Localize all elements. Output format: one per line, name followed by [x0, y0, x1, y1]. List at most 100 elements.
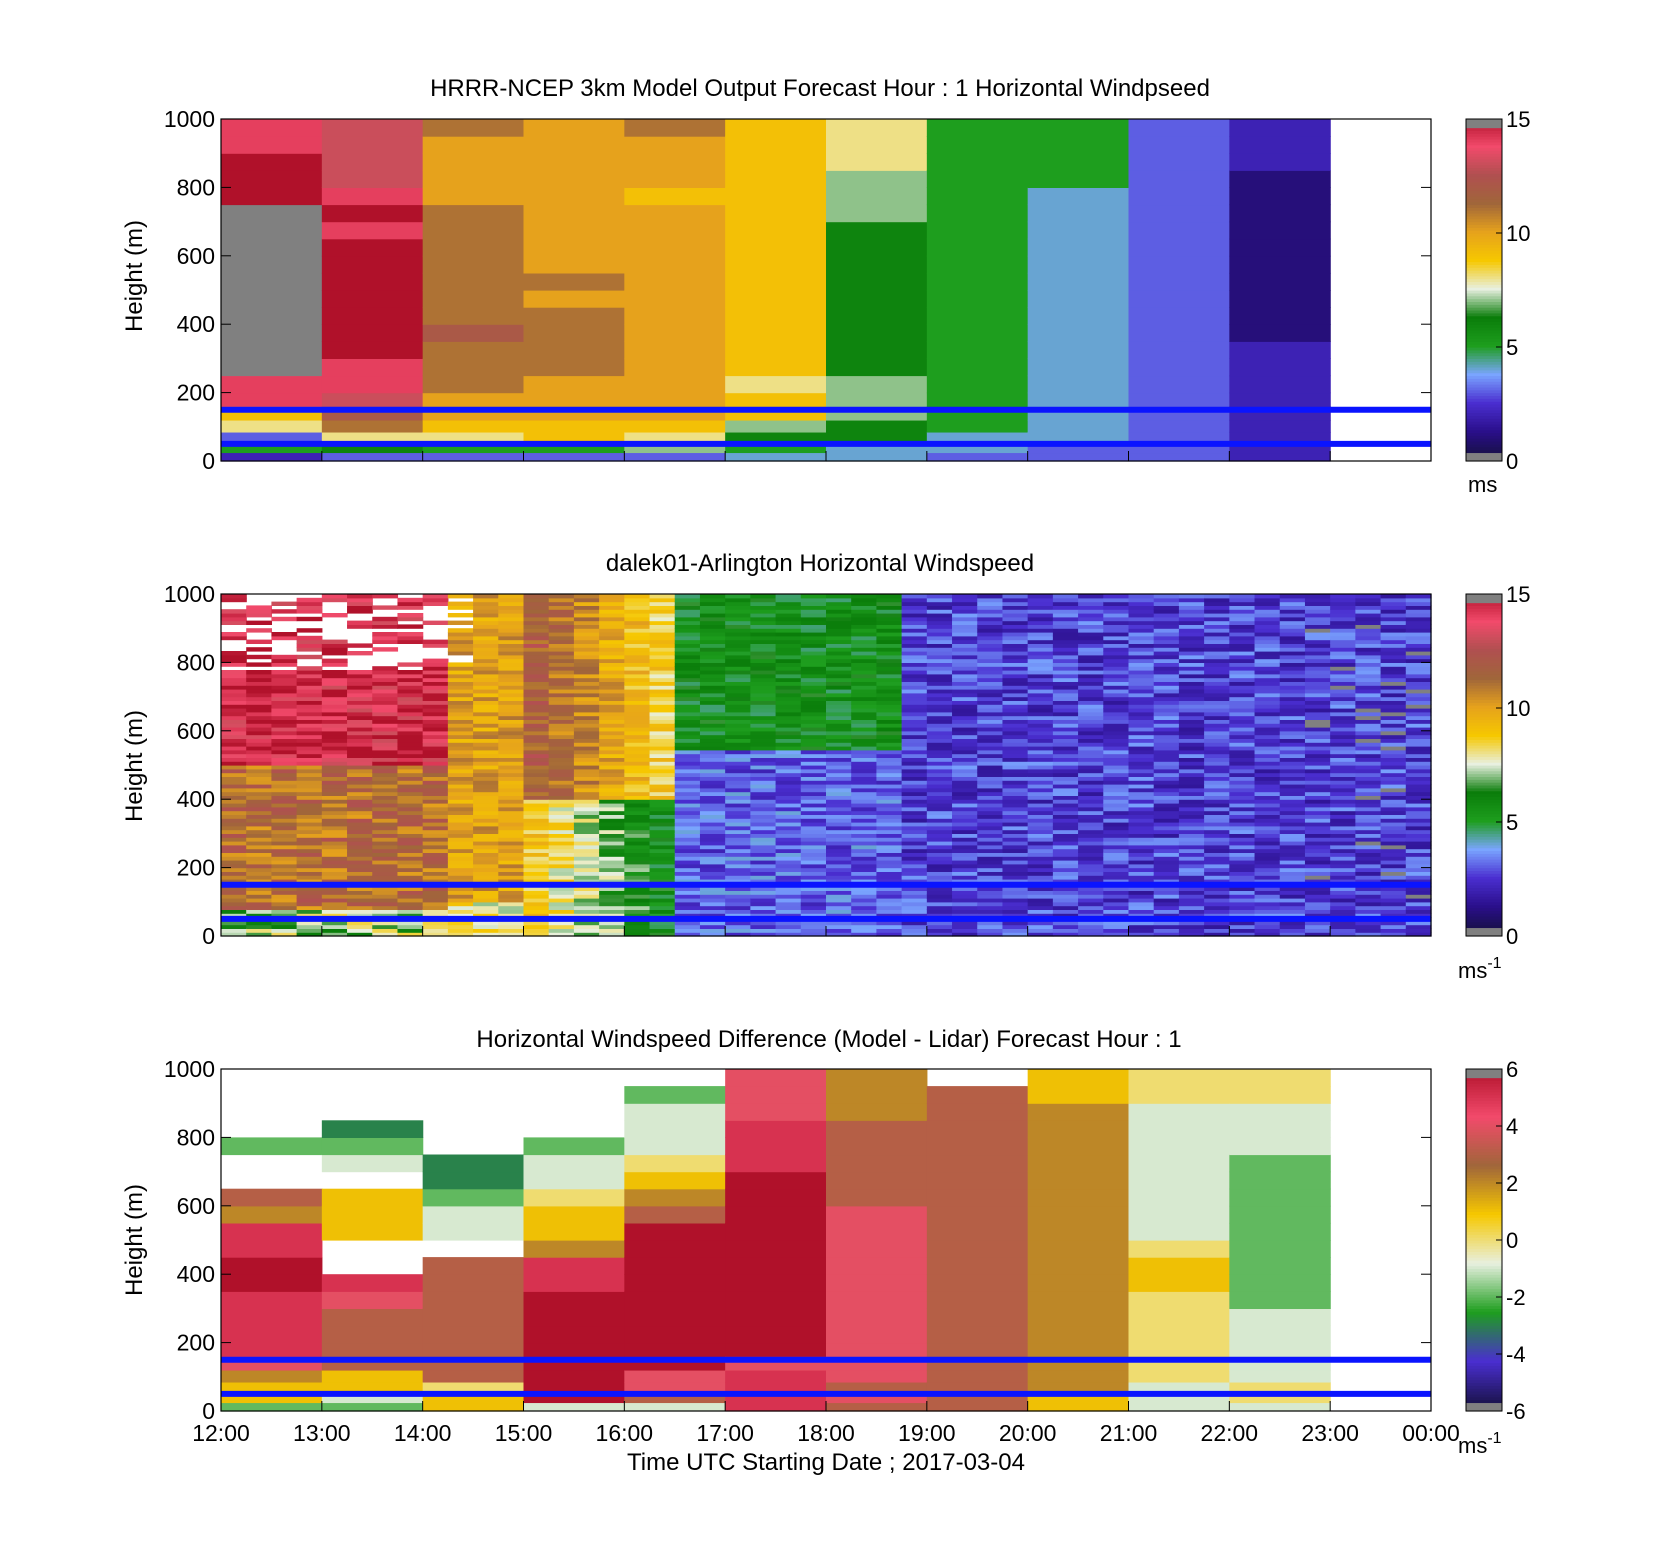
heatmap-cell: [498, 654, 525, 660]
colorbar-segment: [1466, 619, 1502, 624]
heatmap-cell: [1103, 829, 1130, 834]
heatmap-cell: [1204, 776, 1230, 781]
heatmap-cell: [1229, 605, 1256, 610]
heatmap-cell: [674, 772, 701, 777]
heatmap-cell: [523, 886, 550, 891]
heatmap-cell: [901, 727, 928, 732]
heatmap-cell: [1204, 894, 1230, 899]
heatmap-cell: [1103, 871, 1130, 876]
heatmap-cell: [296, 932, 323, 937]
heatmap-cell: [800, 852, 827, 857]
heatmap-cell: [826, 920, 852, 926]
colorbar-segment: [1466, 756, 1502, 760]
heatmap-cell: [599, 685, 625, 690]
heatmap-cell: [926, 772, 953, 777]
heatmap-cell: [826, 867, 852, 872]
heatmap-cell: [926, 358, 1029, 377]
heatmap-cell: [750, 772, 777, 777]
heatmap-cell: [926, 879, 953, 884]
heatmap-cell: [1052, 791, 1079, 796]
colorbar-segment: [1466, 304, 1502, 308]
heatmap-cell: [1078, 814, 1104, 819]
panel-model-xticks: [220, 451, 1432, 461]
heatmap-cell: [649, 844, 676, 850]
heatmap-cell: [473, 715, 499, 720]
heatmap-cell: [649, 757, 676, 762]
heatmap-cell: [826, 810, 852, 815]
heatmap-cell: [1279, 628, 1306, 633]
heatmap-cell: [952, 647, 978, 652]
heatmap-cell: [473, 810, 499, 815]
heatmap-cell: [901, 730, 928, 736]
heatmap-cell: [649, 913, 676, 918]
heatmap-cell: [1304, 795, 1331, 800]
heatmap-cell: [624, 867, 651, 872]
heatmap-cell: [1330, 597, 1356, 603]
heatmap-cell: [1153, 886, 1180, 891]
heatmap-cell: [1204, 734, 1230, 739]
heatmap-cell: [1405, 704, 1432, 709]
heatmap-cell: [1204, 696, 1230, 701]
heatmap-cell: [952, 890, 978, 895]
heatmap-cell: [926, 818, 953, 823]
heatmap-cell: [1279, 848, 1306, 853]
heatmap-cell: [473, 711, 499, 717]
heatmap-cell: [1304, 871, 1331, 876]
heatmap-cell: [977, 913, 1004, 918]
heatmap-cell: [1153, 673, 1180, 679]
heatmap-cell: [851, 730, 878, 736]
heatmap-cell: [1355, 863, 1382, 869]
colorbar-segment: [1466, 164, 1502, 169]
heatmap-cell: [1128, 597, 1155, 603]
heatmap-cell: [523, 620, 550, 625]
heatmap-cell: [599, 768, 625, 774]
heatmap-cell: [1330, 711, 1356, 717]
heatmap-cell: [800, 818, 827, 823]
heatmap-cell: [1153, 772, 1180, 777]
heatmap-cell: [321, 719, 348, 724]
heatmap-cell: [397, 605, 424, 610]
heatmap-cell: [1128, 255, 1230, 274]
heatmap-cell: [1279, 803, 1306, 808]
heatmap-cell: [826, 795, 852, 800]
heatmap-cell: [1002, 613, 1029, 618]
heatmap-cell: [725, 727, 751, 732]
heatmap-cell: [1279, 723, 1306, 728]
colorbar-segment: [1466, 867, 1502, 872]
heatmap-cell: [422, 1188, 525, 1207]
heatmap-cell: [901, 924, 928, 929]
heatmap-cell: [901, 898, 928, 903]
heatmap-cell: [1405, 822, 1432, 827]
heatmap-cell: [1027, 628, 1054, 633]
heatmap-cell: [952, 689, 978, 694]
heatmap-cell: [1178, 635, 1205, 641]
heatmap-cell: [1153, 616, 1180, 622]
heatmap-cell: [1027, 654, 1054, 660]
heatmap-cell: [221, 392, 323, 407]
heatmap-cell: [1128, 791, 1155, 796]
heatmap-cell: [1355, 685, 1382, 690]
heatmap-cell: [1052, 635, 1079, 641]
heatmap-cell: [725, 822, 751, 827]
heatmap-cell: [397, 799, 424, 804]
heatmap-cell: [1178, 616, 1205, 622]
heatmap-cell: [1355, 715, 1382, 720]
heatmap-cell: [1027, 841, 1054, 846]
heatmap-cell: [1052, 757, 1079, 762]
heatmap-cell: [1027, 620, 1054, 625]
heatmap-cell: [699, 723, 726, 728]
heatmap-cell: [1078, 894, 1104, 899]
heatmap-cell: [1330, 765, 1356, 770]
heatmap-cell: [649, 727, 676, 732]
heatmap-cell: [321, 136, 424, 154]
heatmap-cell: [548, 685, 575, 690]
heatmap-cell: [1002, 825, 1029, 831]
heatmap-cell: [926, 711, 953, 717]
heatmap-cell: [725, 784, 751, 789]
heatmap-cell: [347, 723, 373, 728]
heatmap-cell: [473, 597, 499, 603]
heatmap-cell: [1002, 616, 1029, 622]
heatmap-cell: [826, 738, 852, 743]
y-tick-label: 200: [177, 855, 215, 881]
